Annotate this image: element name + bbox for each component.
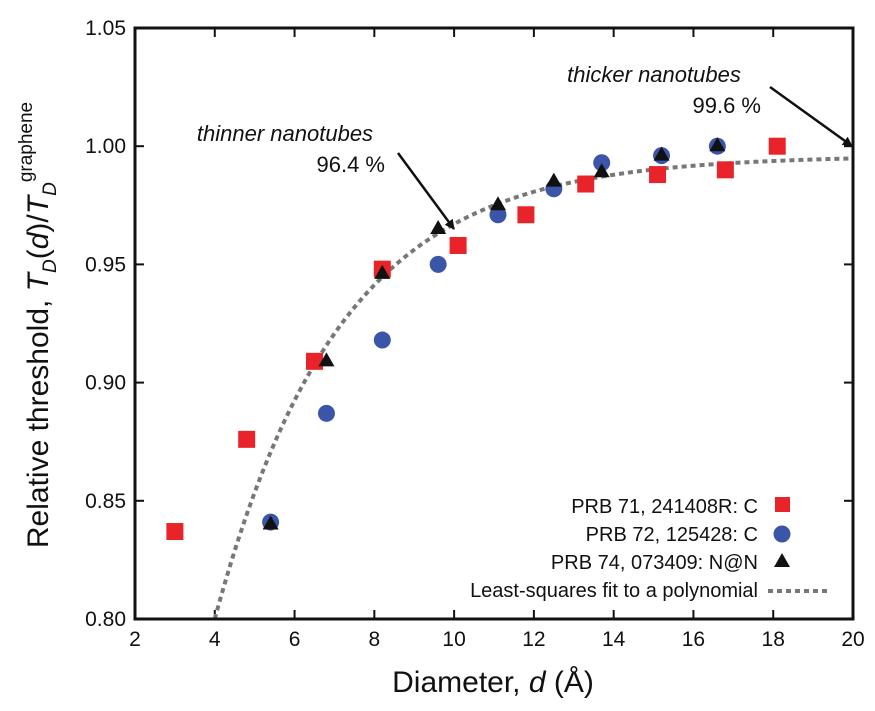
data-point-square xyxy=(306,352,323,370)
data-point-triangle xyxy=(318,352,335,367)
y-tick-label: 0.80 xyxy=(85,608,126,631)
legend-label-series-2: PRB 72, 125428: C xyxy=(586,524,758,546)
annotation-thinner-value: 96.4 % xyxy=(317,152,386,177)
annotation-thicker-arrow xyxy=(769,85,853,148)
annotation-thicker: thicker nanotubes 99.6 % xyxy=(567,62,853,148)
annotation-thicker-value: 99.6 % xyxy=(693,93,762,118)
data-point-square xyxy=(716,161,734,179)
data-point-triangle xyxy=(489,196,506,211)
x-tick-label: 12 xyxy=(522,628,545,651)
annotation-thinner: thinner nanotubes 96.4 % xyxy=(197,121,456,230)
legend-marker-square xyxy=(775,497,790,512)
data-point-circle xyxy=(429,255,447,273)
x-tick-label: 10 xyxy=(442,628,465,651)
y-tick-label: 0.95 xyxy=(85,253,126,276)
data-point-triangle xyxy=(374,264,391,279)
data-point-square xyxy=(449,236,467,254)
x-tick-label: 2 xyxy=(129,628,141,651)
data-markers xyxy=(166,137,786,541)
data-point-circle xyxy=(373,331,391,349)
data-point-triangle xyxy=(262,515,279,530)
data-point-circle xyxy=(593,154,611,172)
legend-label-series-1: PRB 71, 241408R: C xyxy=(571,496,758,518)
y-tick-label: 0.90 xyxy=(85,372,126,395)
annotation-thinner-arrow xyxy=(396,152,456,230)
x-tick-label: 18 xyxy=(762,628,785,651)
data-point-triangle xyxy=(709,137,726,152)
data-point-circle xyxy=(317,404,335,422)
legend-label-series-4: Least-squares fit to a polynomial xyxy=(470,580,758,602)
legend-label-series-3: PRB 74, 073409: N@N xyxy=(551,552,758,574)
data-point-triangle xyxy=(593,163,610,178)
x-tick-label: 6 xyxy=(289,628,301,651)
data-point-square xyxy=(768,137,786,155)
data-point-triangle xyxy=(653,146,670,161)
legend-marker-triangle xyxy=(774,553,790,567)
data-point-square xyxy=(577,175,595,193)
data-point-triangle xyxy=(430,219,447,234)
y-tick-label: 0.85 xyxy=(85,490,126,513)
x-tick-label: 20 xyxy=(841,628,864,651)
x-axis-label: Diameter, d (Å) xyxy=(392,666,594,699)
fit-curve xyxy=(212,156,853,619)
annotation-thicker-label: thicker nanotubes xyxy=(567,62,741,87)
annotation-thinner-label: thinner nanotubes xyxy=(197,121,373,146)
y-axis-ticks: 0.80 0.85 0.90 0.95 1.00 1.05 xyxy=(85,17,853,631)
y-axis-label: Relative threshold, TD(d)/TDgraphene xyxy=(16,102,61,548)
data-point-square xyxy=(517,206,535,224)
legend-marker-circle xyxy=(773,525,791,543)
data-point-square xyxy=(649,166,667,184)
data-point-square xyxy=(238,430,256,448)
x-tick-label: 16 xyxy=(682,628,705,651)
x-tick-label: 14 xyxy=(602,628,626,651)
data-point-circle xyxy=(489,206,507,224)
plot-frame xyxy=(133,26,855,621)
data-point-square xyxy=(166,523,184,541)
x-tick-label: 8 xyxy=(368,628,380,651)
legend: PRB 71, 241408R: C PRB 72, 125428: C PRB… xyxy=(470,496,830,602)
y-tick-label: 1.05 xyxy=(85,17,126,40)
x-tick-label: 4 xyxy=(209,628,221,651)
data-point-triangle xyxy=(545,172,562,187)
y-tick-label: 1.00 xyxy=(85,135,126,158)
